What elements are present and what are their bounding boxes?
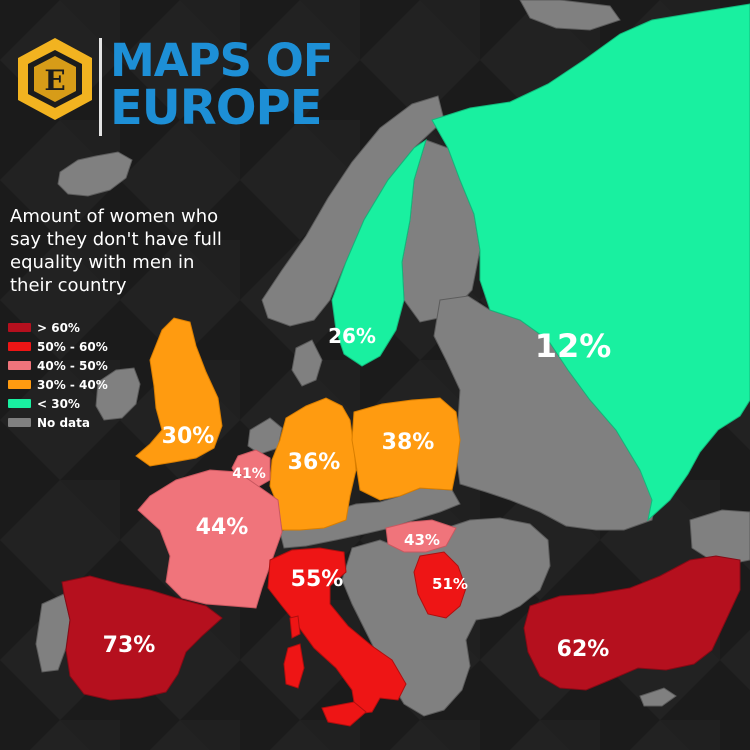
logo-title-line2: EUROPE <box>110 80 322 136</box>
region-caucasus <box>689 509 750 567</box>
legend-label: > 60% <box>37 320 80 335</box>
label-44: 44% <box>196 515 249 540</box>
region-hungary <box>385 519 457 553</box>
legend-item: < 30% <box>8 394 108 413</box>
region-germany <box>269 397 357 531</box>
region-sicily <box>321 701 367 727</box>
legend-item: > 60% <box>8 318 108 337</box>
legend-label: 40% - 50% <box>37 358 108 373</box>
legend-swatch <box>8 342 31 351</box>
label-38: 38% <box>382 430 435 455</box>
label-62: 62% <box>557 637 610 662</box>
logo-divider <box>99 38 102 136</box>
legend-label: < 30% <box>37 396 80 411</box>
logo-letter: E <box>44 64 65 97</box>
region-serbia <box>413 551 467 619</box>
legend-item: 30% - 40% <box>8 375 108 394</box>
legend-item: 40% - 50% <box>8 356 108 375</box>
region-spain <box>61 575 223 701</box>
region-turkey <box>523 555 741 691</box>
region-russia <box>431 3 750 522</box>
region-italy <box>267 547 407 715</box>
region-poland <box>351 397 461 501</box>
region-denmark <box>291 339 323 387</box>
legend-swatch <box>8 361 31 370</box>
label-26: 26% <box>328 324 376 348</box>
region-norway <box>261 95 445 327</box>
region-sweden <box>331 138 427 367</box>
label-73: 73% <box>103 633 156 658</box>
label-12: 12% <box>535 327 612 365</box>
region-arctic-island <box>519 0 621 31</box>
region-cyprus <box>639 687 677 707</box>
legend-label: 30% - 40% <box>37 377 108 392</box>
region-sardinia <box>283 643 305 689</box>
label-41: 41% <box>232 466 266 482</box>
legend-swatch <box>8 399 31 408</box>
logo-title-line1: MAPS OF <box>110 34 334 87</box>
legend-item: No data <box>8 413 108 432</box>
legend-item: 50% - 60% <box>8 337 108 356</box>
region-ireland <box>95 367 141 421</box>
maps-of-europe-logo: E <box>18 38 92 120</box>
label-36: 36% <box>288 450 341 475</box>
legend-swatch <box>8 418 31 427</box>
label-43: 43% <box>404 531 440 549</box>
region-portugal <box>35 593 71 673</box>
region-iceland <box>57 151 133 197</box>
legend-swatch <box>8 380 31 389</box>
legend-label: 50% - 60% <box>37 339 108 354</box>
label-55: 55% <box>291 567 344 592</box>
map-heading: Amount of women who say they don't have … <box>10 206 222 296</box>
label-51: 51% <box>432 575 468 593</box>
legend-swatch <box>8 323 31 332</box>
region-united-kingdom <box>135 317 223 467</box>
legend-label: No data <box>37 415 90 430</box>
label-30: 30% <box>162 424 215 449</box>
legend: > 60% 50% - 60% 40% - 50% 30% - 40% < 30… <box>8 318 108 432</box>
region-corsica <box>289 615 301 639</box>
region-france <box>137 469 283 609</box>
